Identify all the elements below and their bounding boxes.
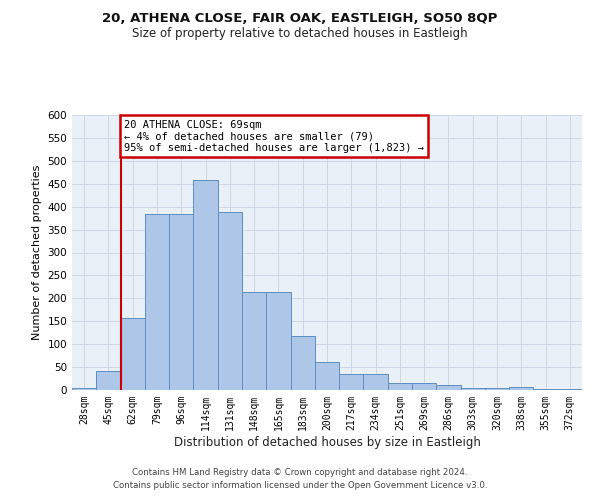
Bar: [509, 387, 533, 390]
Bar: [558, 389, 582, 390]
Y-axis label: Number of detached properties: Number of detached properties: [32, 165, 42, 340]
Bar: [169, 214, 193, 390]
Bar: [339, 374, 364, 390]
Bar: [242, 292, 266, 390]
Bar: [290, 336, 315, 390]
Bar: [436, 386, 461, 390]
Text: Contains HM Land Registry data © Crown copyright and database right 2024.: Contains HM Land Registry data © Crown c…: [132, 468, 468, 477]
Text: Distribution of detached houses by size in Eastleigh: Distribution of detached houses by size …: [173, 436, 481, 449]
Bar: [193, 180, 218, 390]
Text: Size of property relative to detached houses in Eastleigh: Size of property relative to detached ho…: [132, 28, 468, 40]
Bar: [266, 292, 290, 390]
Bar: [533, 389, 558, 390]
Bar: [145, 214, 169, 390]
Bar: [72, 388, 96, 390]
Text: 20 ATHENA CLOSE: 69sqm
← 4% of detached houses are smaller (79)
95% of semi-deta: 20 ATHENA CLOSE: 69sqm ← 4% of detached …: [124, 120, 424, 153]
Bar: [315, 362, 339, 390]
Text: Contains public sector information licensed under the Open Government Licence v3: Contains public sector information licen…: [113, 482, 487, 490]
Bar: [412, 383, 436, 390]
Bar: [461, 388, 485, 390]
Bar: [218, 212, 242, 390]
Bar: [121, 318, 145, 390]
Bar: [364, 374, 388, 390]
Bar: [96, 371, 121, 390]
Bar: [485, 388, 509, 390]
Text: 20, ATHENA CLOSE, FAIR OAK, EASTLEIGH, SO50 8QP: 20, ATHENA CLOSE, FAIR OAK, EASTLEIGH, S…: [103, 12, 497, 26]
Bar: [388, 383, 412, 390]
